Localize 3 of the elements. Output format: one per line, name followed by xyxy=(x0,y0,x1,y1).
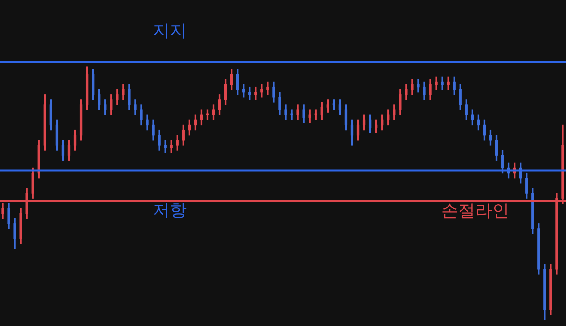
ref-line-label: 저항 xyxy=(152,201,187,222)
ref-line-label: 지지 xyxy=(152,21,187,42)
ref-line-label: 손절라인 xyxy=(441,202,510,222)
